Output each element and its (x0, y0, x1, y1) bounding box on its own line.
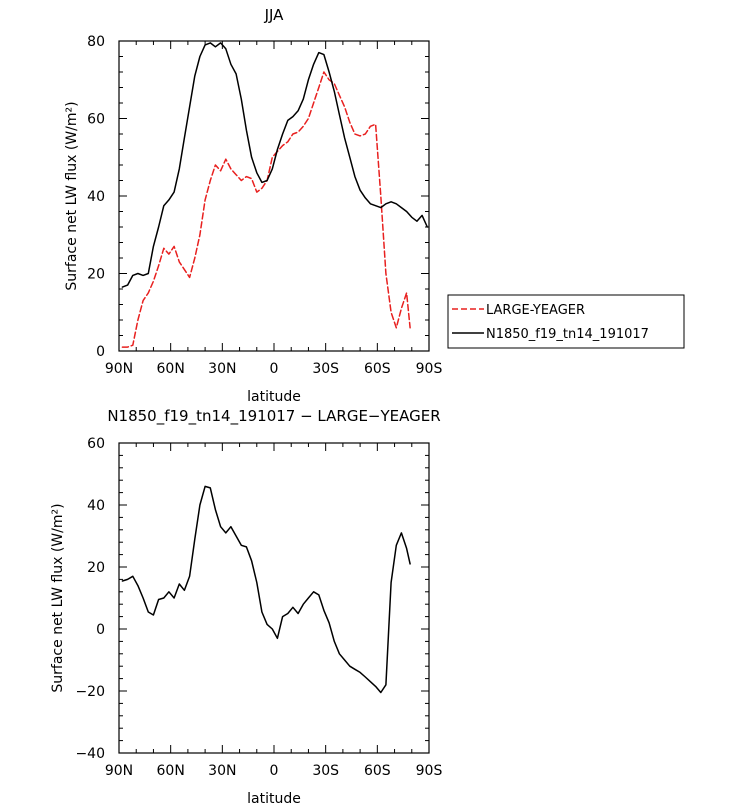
bottom-x-tick-label: 60S (364, 763, 391, 779)
top-legend: LARGE-YEAGER N1850_f19_tn14_191017 (447, 294, 685, 349)
bottom-x-tick-label: 60N (157, 763, 185, 779)
top-x-tick-label: 30S (312, 361, 339, 377)
top-x-axis-label: latitude (247, 389, 301, 405)
bottom-x-tick-label: 90S (416, 763, 443, 779)
bottom-y-tick-label: 60 (87, 436, 105, 452)
bottom-chart-title: N1850_f19_tn14_191017 − LARGE−YEAGER (107, 407, 440, 426)
bottom-y-tick-label: 40 (87, 498, 105, 514)
top-chart-title: JJA (264, 6, 285, 24)
bottom-x-tick-label: 30S (312, 763, 339, 779)
top-y-axis-label: Surface net LW flux (W/m²) (64, 101, 80, 290)
top-x-tick-label: 60S (364, 361, 391, 377)
top-y-tick-label: 40 (87, 189, 105, 205)
bottom-x-tick-label: 90N (105, 763, 133, 779)
top-y-tick-label: 20 (87, 267, 105, 283)
bottom-y-tick-label: 0 (96, 622, 105, 638)
bottom-y-axis-label: Surface net LW flux (W/m²) (50, 503, 66, 692)
top-series-line-n1850-f19-tn14-191017 (121, 42, 429, 288)
top-y-tick-label: 60 (87, 112, 105, 128)
bottom-x-tick-label: 0 (270, 763, 279, 779)
legend-label-n1850: N1850_f19_tn14_191017 (486, 327, 649, 342)
top-plot-frame (118, 40, 430, 352)
top-x-tick-label: 90S (416, 361, 443, 377)
top-legend-box (447, 294, 685, 349)
top-series-line-large-yeager (121, 71, 411, 348)
top-y-tick-label: 80 (87, 34, 105, 50)
top-panel: JJA Surface net LW flux (W/m²) latitude … (64, 6, 685, 405)
bottom-y-tick-label: 20 (87, 560, 105, 576)
top-x-tick-label: 90N (105, 361, 133, 377)
top-x-tick-label: 0 (270, 361, 279, 377)
top-y-tick-label: 0 (96, 344, 105, 360)
bottom-x-tick-label: 30N (208, 763, 236, 779)
bottom-series-line-difference (121, 485, 411, 694)
top-x-tick-label: 60N (157, 361, 185, 377)
bottom-x-axis-label: latitude (247, 791, 301, 807)
bottom-y-tick-label: −40 (75, 746, 105, 762)
legend-label-large-yeager: LARGE-YEAGER (486, 303, 585, 318)
bottom-plot-frame (118, 442, 430, 754)
bottom-panel: N1850_f19_tn14_191017 − LARGE−YEAGER Sur… (50, 407, 442, 807)
bottom-y-tick-label: −20 (75, 684, 105, 700)
top-x-tick-label: 30N (208, 361, 236, 377)
